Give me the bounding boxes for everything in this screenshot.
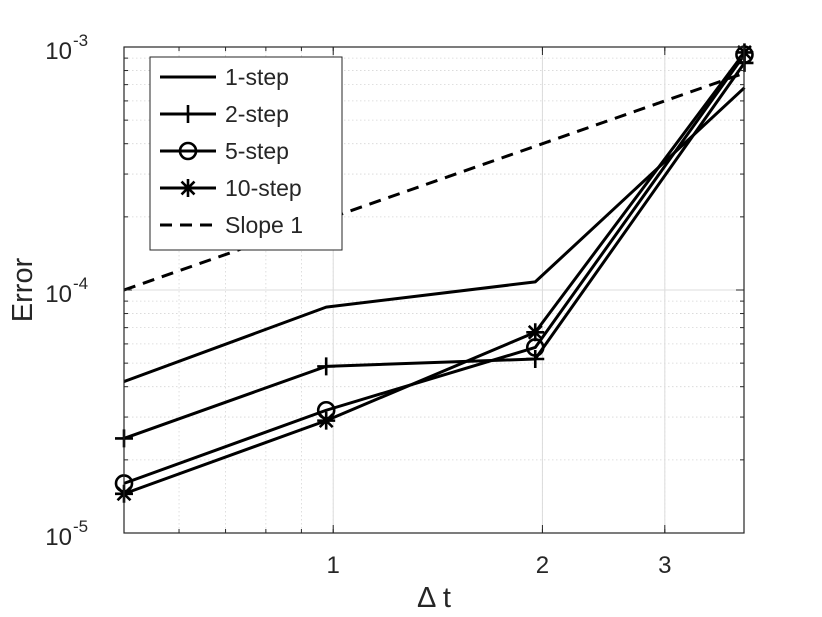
y-tick-label-exponent: -4 xyxy=(73,274,88,293)
series-slope-1 xyxy=(123,71,745,292)
x-tick-label: 1 xyxy=(327,552,340,579)
series-line xyxy=(123,51,746,496)
data-point xyxy=(317,357,336,376)
data-point xyxy=(526,350,545,369)
legend-item: 5-step xyxy=(160,138,289,164)
y-tick-label-exponent: -3 xyxy=(73,31,88,50)
tick-marks xyxy=(123,46,744,534)
y-axis-label: Error xyxy=(7,257,39,322)
legend-box xyxy=(149,56,343,251)
legend-item: 2-step xyxy=(160,101,289,127)
legend-item: 10-step xyxy=(160,175,302,201)
data-point xyxy=(526,323,545,342)
series-line xyxy=(123,71,745,292)
data-point xyxy=(317,411,336,430)
legend-label: 2-step xyxy=(225,101,289,127)
legend-marker xyxy=(179,105,197,123)
y-tick-label-base: 10 xyxy=(45,524,72,551)
series-line xyxy=(123,62,746,440)
legend-label: Slope 1 xyxy=(225,212,303,238)
y-tick-label-exponent: -5 xyxy=(73,517,88,536)
legend-marker xyxy=(179,179,197,197)
x-tick-label: 2 xyxy=(536,552,549,579)
legend-item: 1-step xyxy=(160,64,289,90)
series-1-step xyxy=(123,86,746,383)
legend-label: 5-step xyxy=(225,138,289,164)
tick-labels: 1 2 310-510-410-3 xyxy=(45,31,671,579)
x-tick-label: 3 xyxy=(658,552,671,579)
legend-label: 10-step xyxy=(225,175,302,201)
x-axis-label: Δ t xyxy=(417,582,451,614)
legend-marker xyxy=(178,141,198,161)
series-line xyxy=(123,53,746,485)
legend-item: Slope 1 xyxy=(160,212,303,238)
y-tick-label-base: 10 xyxy=(45,281,72,308)
series-line xyxy=(123,86,746,383)
legend: 1-step 2-step 5-step 10-step Slope 1 xyxy=(149,56,343,251)
y-tick-label-base: 10 xyxy=(45,38,72,65)
legend-label: 1-step xyxy=(225,64,289,90)
